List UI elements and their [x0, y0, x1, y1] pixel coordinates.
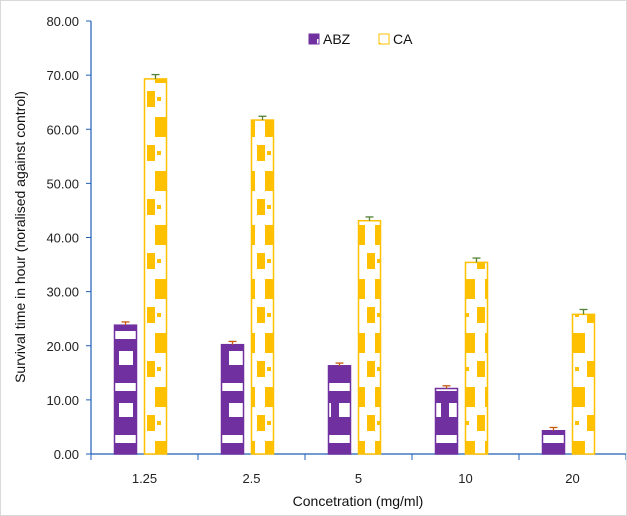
x-tick-label: 5 [355, 471, 362, 486]
x-axis-ticks: 1.25 2.5 5 10 20 [90, 454, 626, 486]
y-tick-label: 20.00 [46, 339, 79, 354]
axes: 0.00 10.00 20.00 30.00 40.00 50.00 60.00 70.00 8… [46, 14, 626, 486]
bar-ca [464, 261, 489, 455]
legend-label-ca: CA [393, 31, 413, 47]
bar-abz [541, 429, 566, 455]
bar-series [113, 78, 596, 455]
y-tick-label: 80.00 [46, 14, 79, 29]
bar-ca [571, 313, 596, 455]
y-tick-label: 30.00 [46, 285, 79, 300]
y-tick-label: 0.00 [54, 447, 79, 462]
y-tick-label: 60.00 [46, 122, 79, 137]
x-tick-label: 1.25 [132, 471, 157, 486]
y-axis-title: Survival time in hour (noralised against… [12, 91, 28, 383]
bar-abz [434, 387, 459, 455]
x-tick-label: 2.5 [242, 471, 260, 486]
y-axis-ticks: 0.00 10.00 20.00 30.00 40.00 50.00 60.00 70.00 8… [46, 14, 91, 462]
legend-label-abz: ABZ [323, 31, 351, 47]
bar-abz [220, 343, 245, 455]
y-tick-label: 50.00 [46, 176, 79, 191]
error-bars [121, 73, 588, 431]
bar-abz [113, 324, 138, 455]
legend-swatch-abz [308, 33, 320, 45]
bar-ca [143, 78, 168, 455]
bar-ca [250, 119, 275, 455]
y-tick-label: 70.00 [46, 68, 79, 83]
bar-abz [327, 365, 352, 455]
y-tick-label: 10.00 [46, 393, 79, 408]
bar-ca [357, 219, 382, 455]
x-tick-label: 10 [458, 471, 472, 486]
y-tick-label: 40.00 [46, 231, 79, 246]
x-tick-label: 20 [565, 471, 579, 486]
x-axis-title: Concetration (mg/ml) [293, 493, 424, 509]
legend: ABZ CA [308, 31, 413, 47]
legend-swatch-ca [378, 33, 390, 45]
